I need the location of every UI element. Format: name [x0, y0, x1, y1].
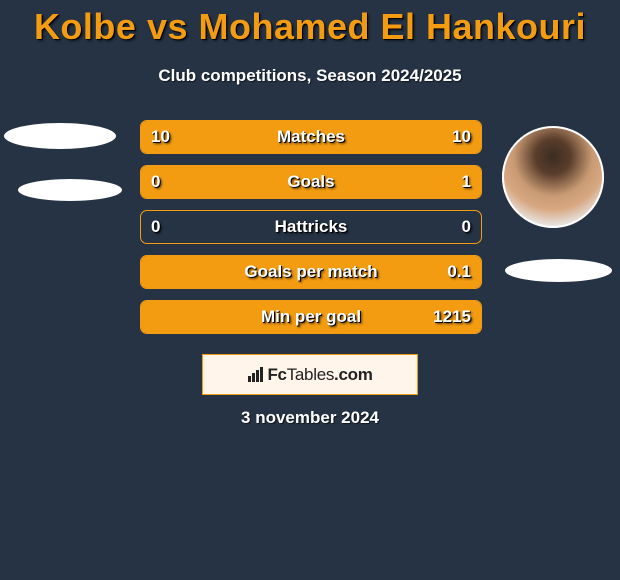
date-text: 3 november 2024	[0, 408, 620, 428]
stat-row: 10Matches10	[140, 120, 482, 154]
stat-label: Goals	[141, 166, 481, 198]
player-right-club-badge	[505, 259, 612, 282]
stat-label: Matches	[141, 121, 481, 153]
stat-value-right: 1215	[433, 301, 471, 333]
logo-text: FcTables.com	[267, 365, 372, 385]
fctables-logo[interactable]: FcTables.com	[202, 354, 418, 395]
stat-value-right: 10	[452, 121, 471, 153]
stat-row: 0Goals1	[140, 165, 482, 199]
stat-bars: 10Matches100Goals10Hattricks0Goals per m…	[140, 120, 482, 345]
stat-row: Min per goal1215	[140, 300, 482, 334]
stat-row: Goals per match0.1	[140, 255, 482, 289]
logo-text-tables: Tables	[287, 365, 334, 384]
logo-text-fc: Fc	[267, 365, 286, 384]
page-title: Kolbe vs Mohamed El Hankouri	[0, 0, 620, 48]
stat-value-right: 1	[462, 166, 471, 198]
stat-label: Min per goal	[141, 301, 481, 333]
stat-value-right: 0	[462, 211, 471, 243]
player-right-avatar	[502, 126, 604, 228]
subtitle: Club competitions, Season 2024/2025	[0, 66, 620, 86]
stat-label: Goals per match	[141, 256, 481, 288]
bar-chart-icon	[247, 366, 264, 383]
stat-value-right: 0.1	[447, 256, 471, 288]
player-left-club-badge	[18, 179, 122, 201]
player-left-avatar	[4, 123, 116, 149]
stat-label: Hattricks	[141, 211, 481, 243]
comparison-card: Kolbe vs Mohamed El Hankouri Club compet…	[0, 0, 620, 580]
stat-row: 0Hattricks0	[140, 210, 482, 244]
logo-text-com: .com	[334, 365, 372, 384]
